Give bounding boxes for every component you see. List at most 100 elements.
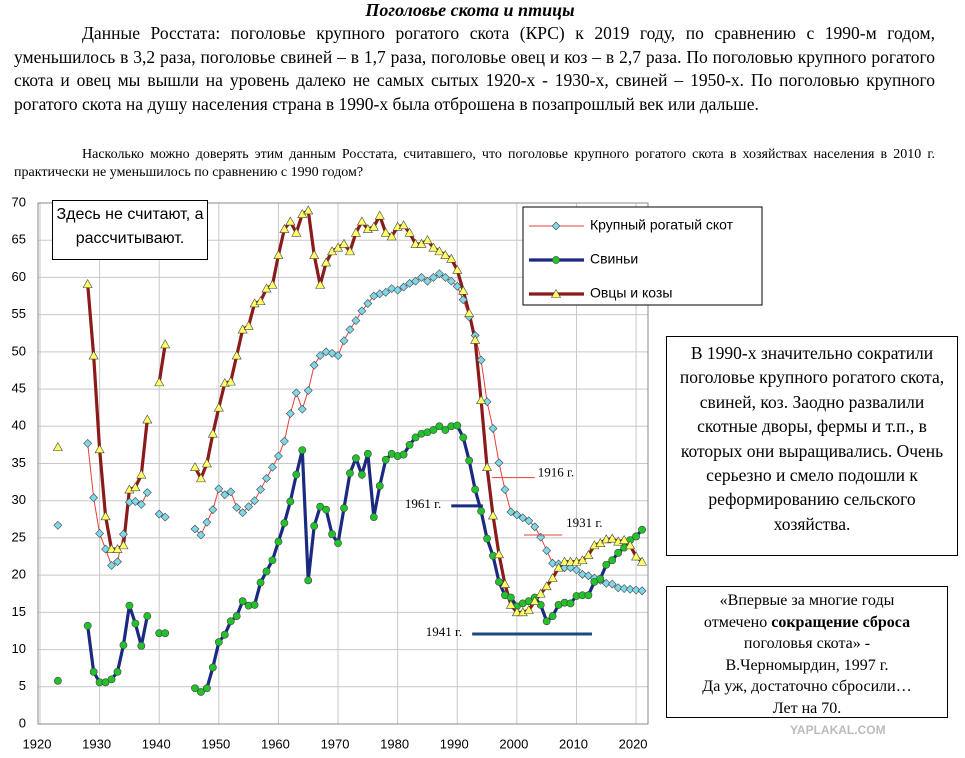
data-point — [274, 537, 283, 546]
data-point — [267, 279, 278, 289]
data-point — [422, 235, 433, 245]
data-point — [136, 500, 146, 509]
data-point — [142, 488, 152, 497]
data-point — [268, 462, 277, 472]
data-point — [190, 524, 200, 534]
x-tick-label: 2000 — [499, 736, 528, 751]
data-point — [113, 557, 122, 567]
data-point — [107, 675, 116, 684]
data-point — [552, 256, 560, 264]
data-point — [380, 227, 391, 237]
data-point — [339, 336, 349, 346]
quote-line: «Впервые за многие годы — [719, 592, 895, 609]
data-point — [208, 505, 218, 515]
x-tick-label: 1990 — [440, 736, 469, 751]
data-point — [52, 442, 63, 451]
data-point — [381, 287, 391, 297]
data-point — [476, 355, 486, 365]
data-point — [619, 584, 629, 593]
data-point — [100, 511, 111, 521]
data-point — [226, 487, 236, 497]
data-point — [583, 549, 594, 559]
data-point — [387, 284, 397, 294]
data-point — [345, 325, 355, 334]
y-tick-label: 30 — [12, 492, 26, 507]
data-point — [328, 530, 336, 539]
x-tick-label: 2010 — [559, 736, 588, 751]
data-point — [637, 586, 647, 596]
data-point — [434, 269, 444, 279]
data-point — [566, 599, 575, 608]
data-point — [577, 555, 588, 565]
legend-label: Овцы и козы — [590, 285, 672, 301]
data-point — [584, 591, 593, 600]
data-point — [613, 583, 623, 593]
data-point — [286, 497, 295, 506]
data-point — [470, 334, 481, 344]
data-point — [83, 438, 93, 448]
x-tick-label: 1950 — [201, 736, 230, 751]
data-point — [471, 485, 480, 494]
data-point — [464, 308, 475, 317]
data-point — [118, 540, 129, 550]
data-point — [143, 612, 152, 620]
data-point — [625, 584, 635, 594]
data-point — [338, 238, 350, 248]
x-tick-label: 1930 — [82, 736, 111, 751]
data-point — [614, 548, 623, 557]
x-tick-label: 1980 — [380, 736, 409, 751]
data-point — [220, 630, 229, 639]
data-point — [386, 231, 397, 241]
data-point — [202, 517, 212, 527]
data-point — [440, 273, 450, 282]
data-point — [506, 507, 516, 517]
data-point — [89, 493, 99, 503]
data-point — [375, 481, 384, 490]
y-tick-label: 0 — [19, 715, 26, 730]
data-point — [374, 210, 385, 220]
y-tick-label: 10 — [12, 641, 26, 656]
data-point — [53, 676, 62, 685]
data-point — [280, 519, 289, 527]
data-point — [530, 522, 540, 532]
data-point — [220, 490, 230, 500]
watermark: YAPLAKAL.COM — [790, 723, 886, 737]
data-point — [607, 533, 618, 543]
data-point — [572, 565, 581, 575]
data-point — [125, 601, 134, 610]
data-point — [596, 574, 605, 583]
data-point — [315, 279, 326, 289]
y-tick-label: 70 — [12, 194, 26, 209]
data-point — [262, 473, 271, 483]
data-point — [273, 249, 284, 259]
data-point — [213, 402, 224, 412]
data-point — [195, 473, 206, 483]
data-point — [238, 508, 248, 518]
data-point — [88, 350, 99, 360]
data-point — [160, 339, 171, 349]
data-point — [207, 428, 218, 438]
data-point — [357, 306, 367, 316]
data-point — [191, 684, 199, 693]
data-point — [344, 246, 355, 256]
data-point — [429, 426, 438, 434]
y-tick-label: 25 — [12, 529, 26, 544]
data-point — [255, 296, 266, 306]
data-point — [482, 462, 493, 472]
data-point — [405, 440, 414, 449]
data-point — [548, 558, 558, 568]
data-point — [578, 569, 587, 579]
legend: Крупный рогатый скот Свиньи Овцы и козы — [522, 206, 763, 306]
data-point — [309, 249, 320, 259]
data-point — [208, 663, 217, 672]
data-point — [352, 454, 360, 463]
data-point — [500, 485, 510, 494]
data-point — [357, 470, 366, 479]
data-point — [542, 546, 552, 556]
data-point — [315, 351, 325, 361]
quote-text: отмечено — [703, 613, 772, 631]
reference-label: 1931 г. — [566, 515, 602, 530]
data-point — [428, 273, 438, 282]
data-point — [256, 485, 265, 494]
